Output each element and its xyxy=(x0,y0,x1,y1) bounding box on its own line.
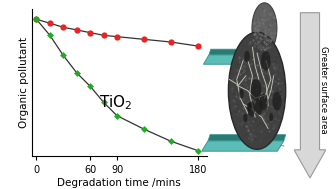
Polygon shape xyxy=(294,13,326,178)
Circle shape xyxy=(251,79,261,101)
Circle shape xyxy=(228,32,286,149)
Y-axis label: Organic pollutant: Organic pollutant xyxy=(19,37,29,128)
Circle shape xyxy=(261,51,270,71)
Polygon shape xyxy=(209,49,274,55)
Text: Greater surface area: Greater surface area xyxy=(319,46,328,134)
Polygon shape xyxy=(204,55,272,64)
Circle shape xyxy=(259,93,268,110)
Circle shape xyxy=(272,92,282,111)
Polygon shape xyxy=(202,141,284,151)
Circle shape xyxy=(252,3,277,54)
Circle shape xyxy=(255,99,262,115)
Circle shape xyxy=(244,51,250,62)
X-axis label: Degradation time /mins: Degradation time /mins xyxy=(57,178,181,188)
Polygon shape xyxy=(208,135,286,141)
Circle shape xyxy=(239,89,244,98)
Circle shape xyxy=(247,102,252,111)
Circle shape xyxy=(269,113,273,121)
Circle shape xyxy=(243,114,247,122)
Text: TiO$_2$: TiO$_2$ xyxy=(99,93,132,112)
Circle shape xyxy=(248,101,255,117)
